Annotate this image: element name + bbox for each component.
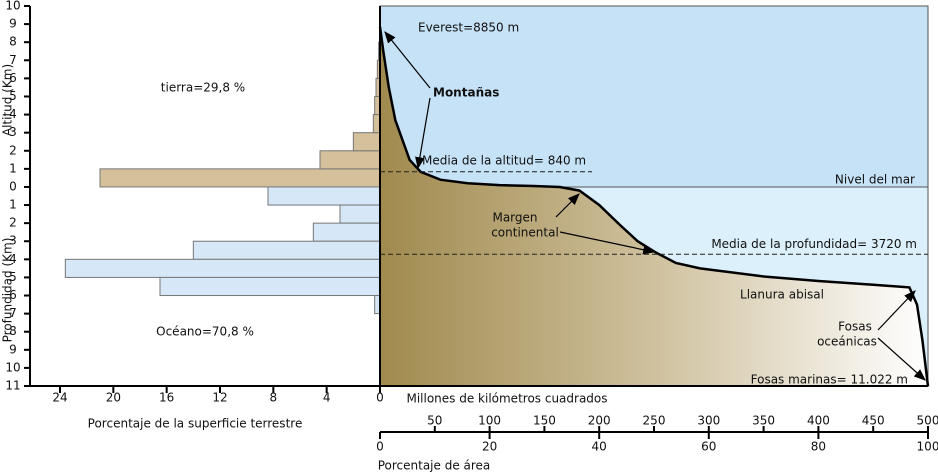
y-tick-label: 9: [9, 342, 17, 356]
x-tick-label: 40: [592, 440, 607, 454]
histogram-bar: [192, 240, 381, 260]
y-tick-label: 8: [9, 324, 17, 338]
y-tick-label: 1: [9, 198, 17, 212]
y-tick-label: 3: [9, 125, 17, 139]
x-tick-label: 16: [159, 391, 174, 405]
histogram-bar: [312, 222, 381, 242]
histogram-bar: [99, 168, 381, 188]
x-tick-label: 20: [482, 440, 497, 454]
reference-label: Media de la altitud= 840 m: [422, 153, 586, 167]
plot: [64, 26, 930, 387]
y-tick-label: 2: [9, 216, 17, 230]
arrows: [384, 31, 926, 381]
x-tick-label: 400: [807, 414, 830, 428]
y-tick-label: 5: [9, 89, 17, 103]
annotation: Llanura abisal: [740, 288, 824, 302]
x-tick-label: 0: [376, 440, 384, 454]
x-tick-label: 250: [643, 414, 666, 428]
annotation: Everest=8850 m: [418, 21, 519, 35]
x-label: Porcentaje de la superficie terrestre: [88, 417, 303, 431]
histogram-bar: [319, 150, 381, 170]
histogram-bar: [352, 132, 381, 152]
y-tick-label: 10: [5, 360, 20, 374]
histogram-bar: [267, 186, 381, 206]
x-tick-label: 80: [811, 440, 826, 454]
y-tick-label: 5: [9, 270, 17, 284]
arrow: [384, 31, 431, 89]
arrow: [415, 97, 431, 170]
y-tick-label: 3: [9, 234, 17, 248]
curve-fill: [380, 26, 928, 387]
y-tick-label: 7: [9, 306, 17, 320]
y-tick-label: 6: [9, 288, 17, 302]
x-tick-label: 12: [212, 391, 227, 405]
x-tick-label: 4: [323, 391, 331, 405]
y-label: Altitud (Km): [1, 64, 15, 136]
annotation: Montañas: [433, 86, 499, 100]
y-tick-label: 11: [5, 379, 20, 393]
x-tick-label: 50: [427, 414, 442, 428]
y-tick-label: 10: [5, 0, 20, 13]
x-tick-label: 150: [533, 414, 556, 428]
x-tick-label: 450: [862, 414, 885, 428]
arrow: [877, 290, 916, 331]
arrow: [877, 337, 926, 381]
x-tick-label: 24: [52, 391, 67, 405]
y-tick-label: 8: [9, 35, 17, 49]
x-tick-label: 100: [478, 414, 501, 428]
y-tick-label: 4: [9, 252, 17, 266]
hypsometric-curve: [378, 26, 930, 387]
x-tick-label: 350: [752, 414, 775, 428]
y-tick-label: 1: [9, 161, 17, 175]
annotation: Nivel del mar: [835, 173, 915, 187]
x-tick-label: 500: [917, 414, 938, 428]
arrow: [559, 231, 656, 255]
x-tick-label: 100: [917, 440, 938, 454]
y-label: Profundidad (Km): [1, 238, 15, 343]
y-tick-label: 9: [9, 17, 17, 31]
annotation: Fosas marinas= 11.022 m: [751, 373, 908, 387]
x-tick-label: 0: [376, 391, 384, 405]
arrow: [555, 193, 580, 218]
histogram-bar: [339, 204, 381, 224]
x-tick-label: 20: [106, 391, 121, 405]
x-tick-label: 200: [588, 414, 611, 428]
y-tick-label: 7: [9, 53, 17, 67]
x-label: Millones de kilómetros cuadrados: [406, 392, 607, 406]
reference-label: Media de la profundidad= 3720 m: [711, 237, 917, 251]
y-tick-label: 2: [9, 143, 17, 157]
histogram-bar: [159, 276, 381, 297]
y-tick-label: 0: [9, 179, 17, 193]
y-tick-label: 6: [9, 71, 17, 85]
x-tick-label: 300: [697, 414, 720, 428]
series-label: Océano=70,8 %: [156, 325, 254, 339]
annotation: Fosas: [838, 320, 872, 334]
sky: [379, 5, 929, 188]
x-tick-label: 8: [270, 391, 278, 405]
series-label: tierra=29,8 %: [161, 81, 245, 95]
histogram-bar: [64, 258, 381, 278]
annotation: continental: [491, 226, 559, 240]
x-tick-label: 60: [701, 440, 716, 454]
annotation: Margen: [492, 211, 537, 225]
y-tick-label: 4: [9, 107, 17, 121]
annotation: oceánicas: [817, 335, 877, 349]
x-label: Porcentaje de área: [378, 459, 491, 473]
